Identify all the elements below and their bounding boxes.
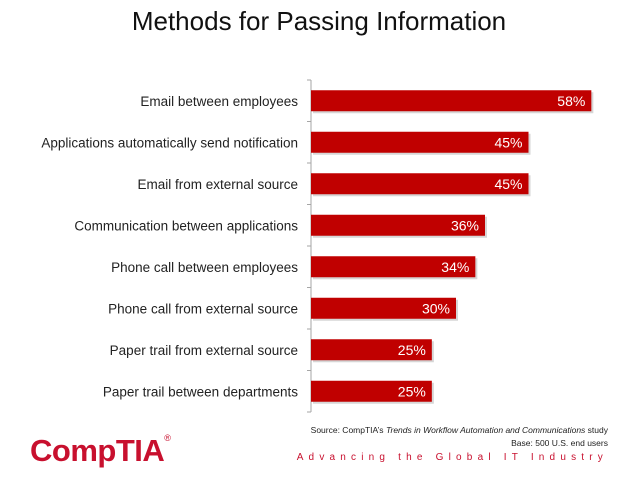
sample-base: Base: 500 U.S. end users <box>511 438 608 448</box>
source-suffix: study <box>585 425 608 435</box>
comptia-logo: CompTIA® <box>30 433 171 469</box>
bar <box>311 256 476 278</box>
source-line: Source: CompTIA’s Trends in Workflow Aut… <box>311 424 608 437</box>
bar-data-label: 25% <box>398 342 426 358</box>
source-note: Source: CompTIA’s Trends in Workflow Aut… <box>311 424 608 450</box>
bar-data-label: 34% <box>441 259 469 275</box>
bar-data-label: 36% <box>451 217 479 233</box>
bar <box>311 297 456 319</box>
source-prefix: Source: CompTIA’s <box>310 425 386 435</box>
bar-chart: 58% Email between employees 45% Application… <box>41 79 594 413</box>
bar <box>311 173 529 195</box>
bar-data-label: 30% <box>422 300 450 316</box>
bar-data-label: 45% <box>494 134 522 150</box>
bar <box>311 214 485 236</box>
category-label: Email between employees <box>140 94 298 109</box>
bar-data-label: 25% <box>398 383 426 399</box>
category-label: Email from external source <box>137 177 298 192</box>
source-study-title: Trends in Workflow Automation and Commun… <box>385 425 586 435</box>
logo-text: CompTIA <box>30 433 165 468</box>
category-label: Paper trail between departments <box>103 384 298 399</box>
category-label: Communication between applications <box>74 218 298 233</box>
bar <box>311 380 432 402</box>
bar <box>311 131 529 153</box>
category-label: Paper trail from external source <box>110 343 298 358</box>
tagline: Advancing the Global IT Industry <box>296 452 608 463</box>
registered-mark: ® <box>164 433 171 443</box>
category-label: Phone call from external source <box>108 301 298 316</box>
bar-data-label: 58% <box>557 93 585 109</box>
chart-title: Methods for Passing Information <box>131 6 507 36</box>
bar <box>311 339 432 361</box>
category-label: Applications automatically send notifica… <box>41 135 298 150</box>
bar-data-label: 45% <box>494 176 522 192</box>
bar <box>311 90 592 112</box>
category-label: Phone call between employees <box>111 260 298 275</box>
